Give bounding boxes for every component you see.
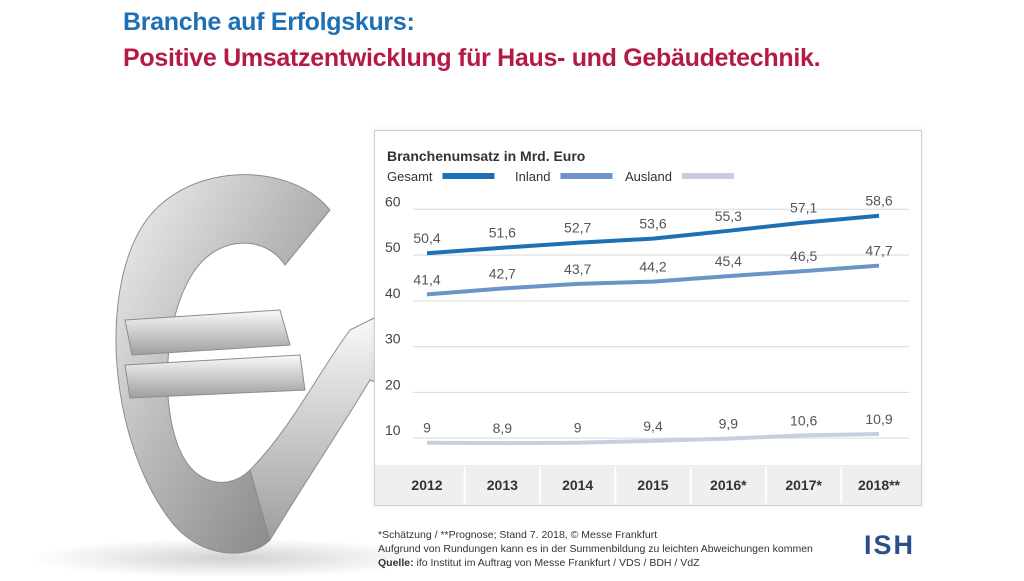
legend-label-inland: Inland <box>515 169 550 184</box>
data-label-ausland: 10,9 <box>865 411 892 427</box>
legend-label-ausland: Ausland <box>625 169 672 184</box>
chart-grid <box>413 208 909 439</box>
footnote-estimate: *Schätzung / **Prognose; Stand 7. 2018, … <box>378 529 658 541</box>
y-tick-label: 20 <box>385 376 401 392</box>
x-tick-label: 2015 <box>637 477 668 493</box>
data-label-inland: 44,2 <box>639 259 666 275</box>
y-tick-label: 60 <box>385 193 401 209</box>
data-label-gesamt: 51,6 <box>489 225 516 241</box>
euro-sign-illustration <box>0 140 480 578</box>
data-label-inland: 43,7 <box>564 261 591 277</box>
data-label-gesamt: 53,6 <box>639 216 666 232</box>
x-tick-label: 2016* <box>710 477 747 493</box>
data-label-ausland: 10,6 <box>790 412 817 428</box>
data-label-ausland: 8,9 <box>493 420 513 436</box>
data-label-inland: 42,7 <box>489 265 516 281</box>
data-label-ausland: 9 <box>574 420 582 436</box>
data-label-ausland: 9,9 <box>719 416 739 432</box>
x-axis-band <box>375 465 921 505</box>
footnote-rounding: Aufgrund von Rundungen kann es in der Su… <box>378 543 813 555</box>
y-tick-label: 10 <box>385 422 401 438</box>
data-label-gesamt: 58,6 <box>865 193 892 209</box>
legend-label-gesamt: Gesamt <box>387 169 433 184</box>
chart-title: Branchenumsatz in Mrd. Euro <box>387 148 585 164</box>
series-line-gesamt <box>426 213 880 256</box>
headline-line2: Positive Umsatzentwicklung für Haus- und… <box>123 44 821 72</box>
x-axis: 2012 2013 2014 2015 2016* 2017* 2018** <box>375 465 921 505</box>
line-chart: Branchenumsatz in Mrd. Euro Gesamt Inland… <box>375 148 921 505</box>
headline-line1: Branche auf Erfolgskurs: <box>123 8 415 36</box>
chart-legend: Gesamt Inland Ausland <box>387 169 734 184</box>
data-label-gesamt: 52,7 <box>564 220 591 236</box>
x-tick-label: 2018** <box>858 477 901 493</box>
footnote-source: Quelle: ifo Institut im Auftrag von Mess… <box>378 556 813 570</box>
data-label-inland: 47,7 <box>865 243 892 259</box>
x-tick-label: 2013 <box>487 477 518 493</box>
x-tick-label: 2017* <box>785 477 822 493</box>
y-axis: 10 20 30 40 50 60 <box>385 193 401 438</box>
y-tick-label: 50 <box>385 239 401 255</box>
data-label-ausland: 9 <box>423 420 431 436</box>
source-text: ifo Institut im Auftrag von Messe Frankf… <box>413 557 700 569</box>
footer-notes: *Schätzung / **Prognose; Stand 7. 2018, … <box>378 528 813 570</box>
data-label-inland: 45,4 <box>715 253 742 269</box>
x-tick-label: 2014 <box>562 477 593 493</box>
chart-series: 50,4 51,6 52,7 53,6 55,3 57,1 58,6 41,4 42,7 43,7… <box>413 193 893 446</box>
source-label: Quelle: <box>378 557 414 569</box>
data-label-gesamt: 57,1 <box>790 200 817 216</box>
series-line-inland <box>426 263 880 297</box>
y-tick-label: 40 <box>385 285 401 301</box>
chart-panel: Branchenumsatz in Mrd. Euro Gesamt Inland… <box>374 130 922 506</box>
data-label-gesamt: 55,3 <box>715 208 742 224</box>
data-label-inland: 46,5 <box>790 248 817 264</box>
data-label-gesamt: 50,4 <box>413 230 440 246</box>
data-label-ausland: 9,4 <box>643 418 663 434</box>
y-tick-label: 30 <box>385 331 401 347</box>
x-tick-label: 2012 <box>411 477 442 493</box>
series-line-ausland <box>426 432 880 446</box>
ish-logo: ISH <box>864 530 916 560</box>
data-label-inland: 41,4 <box>413 271 440 287</box>
